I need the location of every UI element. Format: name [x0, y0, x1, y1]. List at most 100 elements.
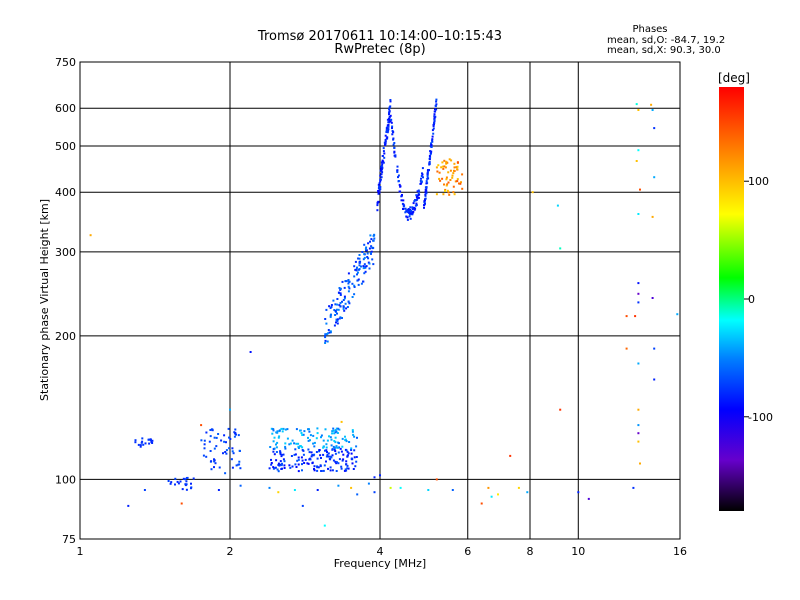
data-point — [379, 186, 382, 188]
data-point — [316, 427, 319, 430]
data-point — [232, 452, 235, 455]
data-point — [345, 469, 348, 472]
data-point — [308, 458, 311, 461]
data-point — [295, 428, 298, 431]
data-point — [336, 318, 339, 321]
data-point — [364, 266, 367, 269]
data-point — [338, 442, 340, 445]
data-point — [367, 482, 370, 485]
data-point — [388, 111, 391, 114]
data-point — [319, 465, 322, 468]
data-point — [353, 456, 356, 459]
data-point — [355, 456, 358, 458]
data-point — [577, 491, 580, 494]
data-point — [284, 428, 287, 431]
data-point — [297, 456, 300, 459]
data-point — [393, 142, 396, 144]
data-point — [431, 129, 434, 132]
data-point — [313, 441, 316, 444]
data-point — [379, 474, 381, 477]
data-point — [335, 445, 338, 448]
data-point — [371, 247, 374, 250]
data-point — [452, 191, 455, 194]
data-point — [333, 432, 336, 435]
data-point — [438, 177, 441, 180]
data-point — [389, 100, 392, 103]
data-point — [333, 448, 336, 451]
data-point — [282, 427, 285, 430]
data-point — [559, 247, 562, 250]
data-point — [322, 446, 325, 449]
data-point — [210, 460, 213, 463]
data-point — [335, 427, 338, 430]
data-point — [332, 427, 335, 430]
data-point — [357, 268, 360, 271]
x-tick-label: 10 — [571, 545, 585, 558]
data-point — [355, 460, 358, 463]
data-point — [421, 172, 423, 175]
data-point — [358, 264, 361, 267]
data-point — [316, 489, 319, 491]
data-point — [435, 166, 438, 169]
data-point — [428, 169, 430, 171]
data-point — [143, 489, 146, 491]
data-point — [435, 100, 438, 103]
data-point — [217, 489, 220, 491]
data-point — [651, 109, 654, 111]
data-point — [358, 257, 361, 260]
data-point — [453, 162, 456, 165]
data-point — [230, 458, 233, 461]
data-point — [239, 467, 242, 470]
data-point — [384, 144, 387, 147]
data-point — [272, 466, 275, 469]
data-point — [337, 308, 340, 311]
data-point — [328, 435, 330, 438]
data-point — [355, 445, 358, 448]
data-point — [411, 208, 414, 210]
data-point — [190, 482, 192, 485]
data-point — [322, 445, 325, 448]
data-point — [350, 486, 353, 489]
data-point — [337, 451, 340, 454]
y-tick-label: 100 — [55, 473, 76, 486]
data-point — [394, 154, 397, 157]
data-point — [357, 271, 359, 274]
y-tick-label: 200 — [55, 330, 76, 343]
data-point — [274, 466, 277, 469]
data-point — [487, 486, 490, 489]
grid-lines — [80, 62, 680, 539]
data-point — [392, 131, 395, 134]
data-point — [407, 210, 409, 213]
data-point — [281, 430, 284, 433]
data-point — [347, 467, 350, 470]
x-tick-label: 2 — [227, 545, 234, 558]
data-point — [330, 304, 333, 306]
data-point — [294, 453, 297, 456]
data-point — [383, 152, 386, 155]
data-point — [300, 432, 303, 434]
data-point — [301, 463, 303, 466]
data-point — [445, 178, 448, 181]
data-point — [329, 436, 332, 439]
data-point — [421, 173, 424, 176]
data-point — [331, 432, 334, 435]
data-point — [461, 173, 464, 176]
data-point — [307, 448, 310, 451]
data-point — [228, 436, 230, 439]
data-point — [460, 181, 462, 184]
data-point — [325, 333, 328, 336]
data-point — [208, 440, 211, 443]
data-point — [373, 476, 376, 479]
data-point — [417, 196, 420, 199]
data-point — [282, 453, 285, 456]
data-point — [184, 483, 187, 486]
data-point — [293, 442, 296, 445]
data-point — [300, 456, 303, 459]
data-point — [291, 465, 294, 468]
data-point — [279, 460, 282, 463]
data-point — [301, 459, 304, 462]
data-point — [337, 462, 340, 465]
data-point — [444, 189, 446, 192]
data-point — [222, 452, 224, 455]
data-point — [459, 182, 462, 185]
